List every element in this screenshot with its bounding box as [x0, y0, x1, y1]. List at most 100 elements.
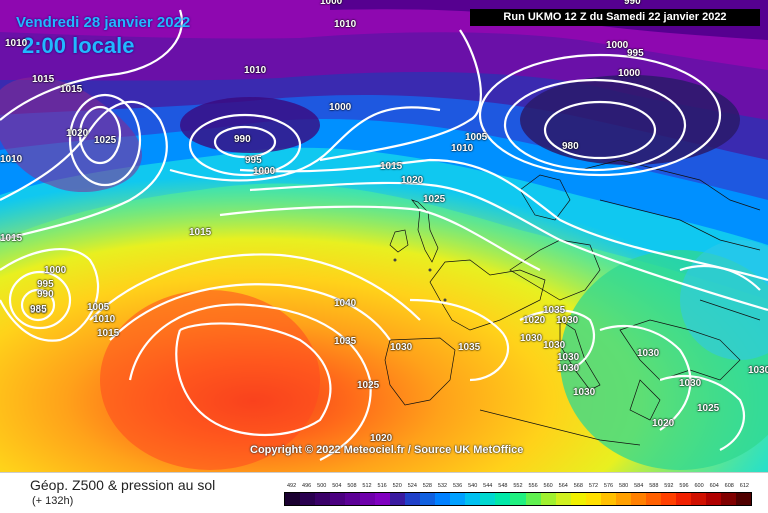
legend-label: 612 — [739, 483, 749, 489]
legend-swatch — [465, 493, 481, 505]
isobar-label: 1010 — [93, 314, 116, 325]
isobar-label: 1015 — [97, 328, 120, 339]
legend-swatch — [345, 493, 361, 505]
legend-label: 596 — [679, 483, 689, 489]
isobar-label: 1025 — [697, 403, 720, 414]
map-parameter-title: Géop. Z500 & pression au sol — [30, 477, 216, 493]
legend-label: 588 — [649, 483, 659, 489]
legend-label: 584 — [634, 483, 644, 489]
isobar-label: 995 — [627, 48, 644, 59]
legend-label: 572 — [588, 483, 599, 489]
isobar-label: 1015 — [32, 74, 55, 85]
isobar-label: 1030 — [390, 342, 413, 353]
isobar-label: 1000 — [329, 102, 352, 113]
legend-swatch — [360, 493, 376, 505]
isobar-label: 1005 — [465, 132, 488, 143]
isobar-label: 1015 — [0, 233, 23, 244]
isobar-label: 1025 — [423, 194, 446, 205]
isobar-label: 1000 — [606, 40, 629, 51]
isobar-label: 1000 — [618, 68, 641, 79]
legend-label: 504 — [332, 483, 342, 489]
isobar-label: 1020 — [370, 433, 393, 444]
isobar-label: 1030 — [557, 363, 580, 374]
legend-labels: 492 496 500 504 508 512 516 520 524 528 532 536 540 5… — [284, 480, 752, 492]
isobar-label: 1030 — [573, 387, 596, 398]
run-info: Run UKMO 12 Z du Samedi 22 janvier 2022 — [470, 9, 760, 26]
legend-swatch — [615, 493, 631, 505]
legend-swatch — [705, 493, 721, 505]
legend-label: 556 — [528, 483, 538, 489]
legend-swatch — [555, 493, 571, 505]
isobar-label: 1030 — [556, 315, 579, 326]
isobar-label: 1000 — [320, 0, 343, 7]
forecast-time: 2:00 locale — [22, 33, 135, 58]
isobar-label: 1010 — [334, 19, 357, 30]
legend-swatch — [495, 493, 511, 505]
isobar-label: 985 — [30, 304, 47, 315]
legend-swatch — [390, 493, 406, 505]
copyright-text: Copyright © 2022 Meteociel.fr / Source U… — [250, 444, 524, 456]
legend-swatch — [690, 493, 706, 505]
isobar-label: 1010 — [5, 38, 28, 49]
forecast-offset: (+ 132h) — [32, 495, 74, 507]
legend-bar — [284, 492, 752, 506]
isobar-label: 990 — [234, 134, 251, 145]
isobar-label: 1040 — [334, 298, 357, 309]
legend-label: 516 — [377, 483, 387, 489]
legend-swatch — [405, 493, 421, 505]
legend-label: 520 — [392, 483, 402, 489]
legend-swatch — [315, 493, 331, 505]
legend-swatch — [735, 493, 751, 505]
isobar-label: 1020 — [401, 175, 424, 186]
legend-swatch — [510, 493, 526, 505]
coastlines — [384, 159, 761, 446]
map-canvas — [0, 0, 768, 472]
isobar-label: 1030 — [748, 365, 768, 376]
isobar-lines — [0, 9, 768, 461]
isobar-label: 1000 — [44, 265, 67, 276]
isobar-label: 1020 — [523, 315, 546, 326]
isobar-label: 1020 — [66, 128, 89, 139]
legend-swatch — [585, 493, 601, 505]
legend-label: 512 — [362, 483, 372, 489]
isobar-label: 1030 — [679, 378, 702, 389]
legend-label: 508 — [347, 483, 357, 489]
isobar-label: 1020 — [652, 418, 675, 429]
isobar-label: 1035 — [458, 342, 481, 353]
legend-label: 560 — [543, 483, 553, 489]
isobar-label: 985 — [30, 305, 47, 316]
legend-footer: Géop. Z500 & pression au sol (+ 132h) 49… — [0, 472, 768, 513]
legend-label: 492 — [286, 483, 297, 489]
legend-swatch — [660, 493, 676, 505]
legend-swatch — [420, 493, 436, 505]
legend-swatch — [480, 493, 496, 505]
legend-label: 592 — [664, 483, 674, 489]
isobar-label: 995 — [245, 155, 262, 166]
legend-swatch — [285, 493, 301, 505]
isobar-label: 1035 — [543, 305, 566, 316]
isobar-label: 990 — [37, 289, 54, 300]
legend-label: 496 — [302, 483, 312, 489]
legend-label: 576 — [603, 483, 614, 489]
legend-label: 568 — [573, 483, 583, 489]
legend-swatch — [435, 493, 451, 505]
legend-label: 524 — [407, 483, 417, 489]
legend-swatch — [720, 493, 736, 505]
legend-swatch — [570, 493, 586, 505]
legend-swatch — [300, 493, 316, 505]
legend-label: 564 — [558, 483, 568, 489]
legend-label: 552 — [513, 483, 523, 489]
legend-swatch — [600, 493, 616, 505]
isobar-label: 1010 — [244, 65, 267, 76]
legend-swatch — [675, 493, 691, 505]
isobar-label: 995 — [37, 279, 54, 290]
legend-swatch — [450, 493, 466, 505]
isobar-label: 1025 — [94, 135, 117, 146]
isobar-label: 1010 — [451, 143, 474, 154]
isobar-label: 1015 — [189, 227, 212, 238]
legend-label: 544 — [483, 483, 493, 489]
legend-label: 580 — [619, 483, 629, 489]
legend-swatch — [330, 493, 346, 505]
isobar-label: 1030 — [543, 340, 566, 351]
legend-swatch — [375, 493, 391, 505]
